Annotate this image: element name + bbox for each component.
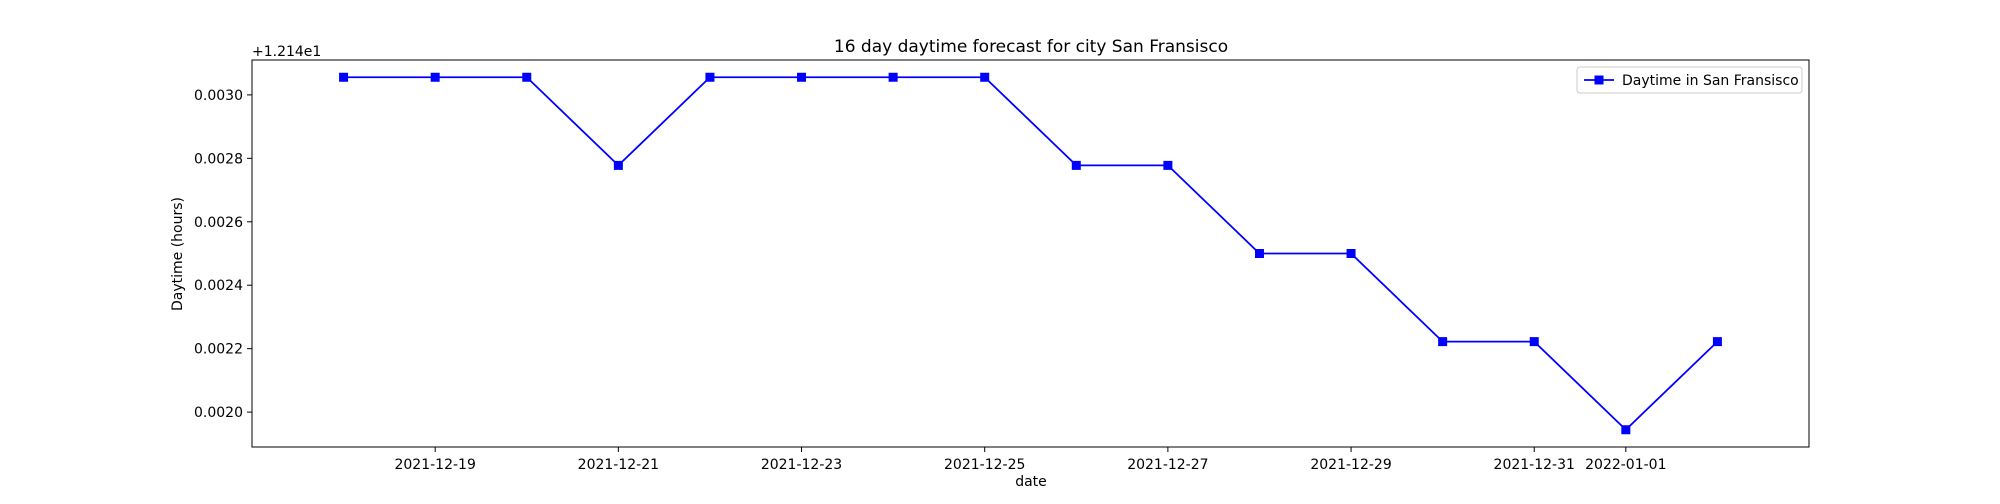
plot-frame bbox=[251, 59, 1810, 448]
legend-box bbox=[1576, 66, 1803, 94]
x-tick-label: 2021-12-21 bbox=[578, 457, 659, 473]
x-tick-label: 2021-12-31 bbox=[1494, 457, 1575, 473]
legend-label: Daytime in San Fransisco bbox=[1622, 73, 1799, 89]
x-tick-label: 2021-12-19 bbox=[394, 457, 475, 473]
data-point-marker bbox=[1529, 337, 1539, 347]
data-point-marker bbox=[613, 160, 623, 170]
x-tick-label: 2022-01-01 bbox=[1585, 457, 1666, 473]
y-offset-label: +1.214e1 bbox=[252, 44, 321, 60]
data-point-marker bbox=[522, 72, 532, 82]
y-axis-label: Daytime (hours) bbox=[170, 197, 186, 311]
legend: Daytime in San Fransisco bbox=[1576, 66, 1803, 94]
data-point-marker bbox=[980, 72, 990, 82]
data-point-marker bbox=[1346, 249, 1356, 258]
chart-title: 16 day daytime forecast for city San Fra… bbox=[834, 37, 1228, 57]
data-point-marker bbox=[1438, 337, 1448, 347]
x-tick-label: 2021-12-23 bbox=[761, 457, 842, 473]
y-tick-label: 0.0026 bbox=[194, 215, 243, 231]
data-series bbox=[339, 72, 1722, 435]
series-line bbox=[343, 76, 1719, 431]
y-tick-label: 0.0022 bbox=[194, 342, 243, 358]
y-tick-label: 0.0020 bbox=[194, 405, 243, 421]
y-tick-label: 0.0030 bbox=[194, 88, 243, 104]
data-point-marker bbox=[1071, 160, 1081, 170]
data-point-marker bbox=[1621, 425, 1631, 435]
data-point-marker bbox=[797, 72, 807, 82]
data-point-marker bbox=[888, 72, 898, 82]
y-tick-label: 0.0028 bbox=[194, 151, 243, 167]
x-tick-label: 2021-12-27 bbox=[1127, 457, 1208, 473]
axis-ticks: 2021-12-19 2021-12-21 2021-12-23 2021-12-25… bbox=[194, 88, 1667, 473]
data-point-marker bbox=[339, 72, 349, 82]
data-point-marker bbox=[705, 72, 715, 82]
data-point-marker bbox=[430, 72, 440, 82]
data-point-marker bbox=[1254, 249, 1264, 258]
x-tick-label: 2021-12-29 bbox=[1310, 457, 1391, 473]
data-point-marker bbox=[1712, 337, 1722, 347]
x-tick-label: 2021-12-25 bbox=[944, 457, 1025, 473]
data-point-marker bbox=[1163, 160, 1173, 170]
y-tick-label: 0.0024 bbox=[194, 278, 243, 294]
x-axis-label: date bbox=[1015, 474, 1047, 490]
legend-marker-swatch bbox=[1594, 75, 1604, 85]
